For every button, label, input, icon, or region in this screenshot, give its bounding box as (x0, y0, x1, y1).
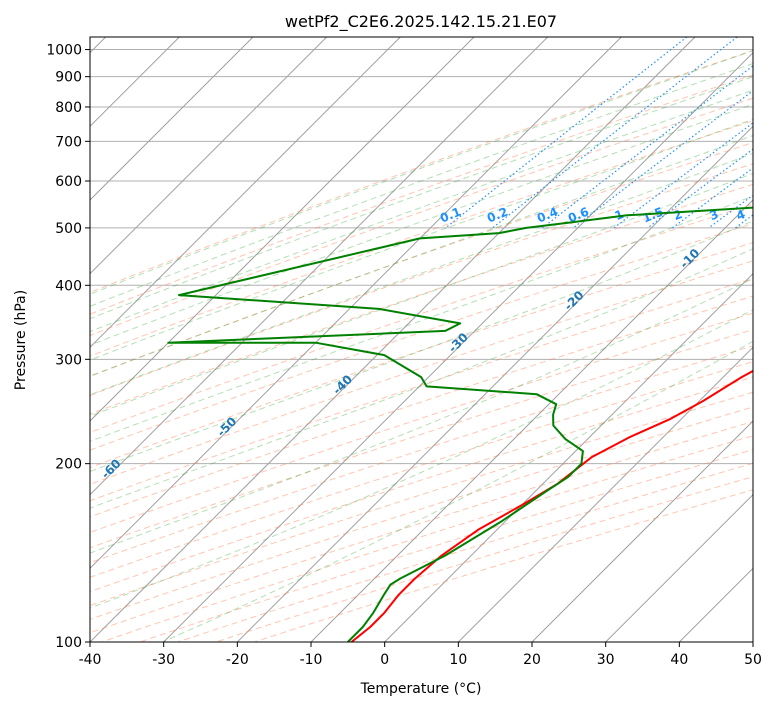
mixing-ratio-lines (445, 37, 753, 229)
dry-adiabat (90, 329, 753, 549)
pressure-gridlines (90, 49, 753, 642)
dry-adiabat (90, 163, 753, 396)
moist-adiabat (90, 89, 753, 333)
mixing-ratio-line (572, 89, 753, 229)
moist-adiabat (90, 118, 753, 361)
mixing-ratio-line (492, 37, 738, 229)
dry-adiabat (90, 97, 753, 337)
y-tick-label: 300 (55, 352, 82, 368)
dry-adiabat (90, 50, 753, 293)
x-axis-label: Temperature (°C) (360, 681, 482, 697)
dry-adiabat (90, 312, 753, 533)
isotherm-line (605, 493, 753, 642)
x-axis-ticks: -40 -30 -20 -10 0 10 20 30 40 50 (79, 642, 762, 668)
isotherm-line (531, 420, 753, 642)
x-tick-label: 40 (670, 652, 688, 668)
y-tick-label: 400 (55, 278, 82, 294)
dry-adiabat (90, 361, 753, 578)
x-tick-label: 0 (380, 652, 389, 668)
isotherm-line (163, 51, 753, 642)
moist-adiabat (90, 172, 753, 417)
dewpoint-line (167, 206, 753, 642)
moist-adiabat (90, 76, 753, 320)
chart-title: wetPf2_C2E6.2025.142.15.21.E07 (285, 12, 557, 32)
plot-background (90, 37, 753, 642)
y-tick-label: 200 (55, 457, 82, 473)
dry-adiabats (90, 50, 753, 642)
isotherm-line (310, 199, 753, 642)
dry-adiabat (90, 120, 753, 357)
moist-adiabats (90, 50, 753, 642)
isotherm-line (90, 37, 622, 570)
isotherm-line (90, 37, 475, 422)
x-tick-label: -20 (226, 652, 249, 668)
plot-frame (89, 36, 754, 643)
dry-adiabat (90, 260, 753, 485)
isotherms (90, 37, 753, 642)
mixing-ratio-line (672, 167, 753, 229)
moist-adiabat (90, 248, 753, 509)
isotherm-line (90, 37, 696, 642)
moist-adiabat (90, 50, 753, 295)
moist-adiabat (90, 220, 753, 473)
x-tick-label: -40 (79, 652, 102, 668)
isotherm-line (457, 346, 753, 642)
x-tick-label: 10 (449, 652, 467, 668)
isotherm-line (90, 37, 254, 201)
y-tick-label: 700 (55, 134, 82, 150)
y-tick-label: 800 (55, 100, 82, 116)
isotherm-line (752, 641, 753, 642)
y-tick-label: 1000 (46, 43, 82, 59)
moist-adiabat (90, 63, 753, 307)
dry-adiabat (90, 391, 753, 607)
y-tick-label: 500 (55, 221, 82, 237)
isotherm-line (90, 37, 401, 349)
temperature-line (350, 369, 753, 642)
y-axis-label: Pressure (hPa) (13, 290, 29, 390)
x-tick-label: 20 (523, 652, 541, 668)
profile-lines (167, 206, 753, 642)
x-tick-label: -30 (152, 652, 175, 668)
y-tick-label: 100 (55, 635, 82, 651)
mixing-ratio-line (542, 65, 753, 229)
moist-adiabat (90, 152, 753, 396)
isotherm-label: -70 (0, 498, 8, 523)
moist-adiabat (90, 134, 753, 377)
y-tick-label: 900 (55, 70, 82, 86)
x-tick-label: -10 (300, 652, 323, 668)
isotherm-line (90, 37, 328, 275)
x-tick-label: 30 (597, 652, 615, 668)
moist-adiabat (90, 277, 753, 554)
dry-adiabat (90, 142, 753, 377)
dry-adiabat (90, 223, 753, 451)
dry-adiabat (90, 278, 753, 502)
x-tick-label: 50 (744, 652, 762, 668)
isotherm-line (384, 272, 753, 642)
dry-adiabat (90, 183, 753, 415)
dry-adiabat (90, 74, 753, 315)
isotherm-line (236, 125, 753, 642)
y-tick-label: 600 (55, 174, 82, 190)
y-axis-ticks: 100 200 300 400 500 600 700 800 900 1000 (46, 43, 90, 651)
moist-adiabat (90, 103, 753, 346)
